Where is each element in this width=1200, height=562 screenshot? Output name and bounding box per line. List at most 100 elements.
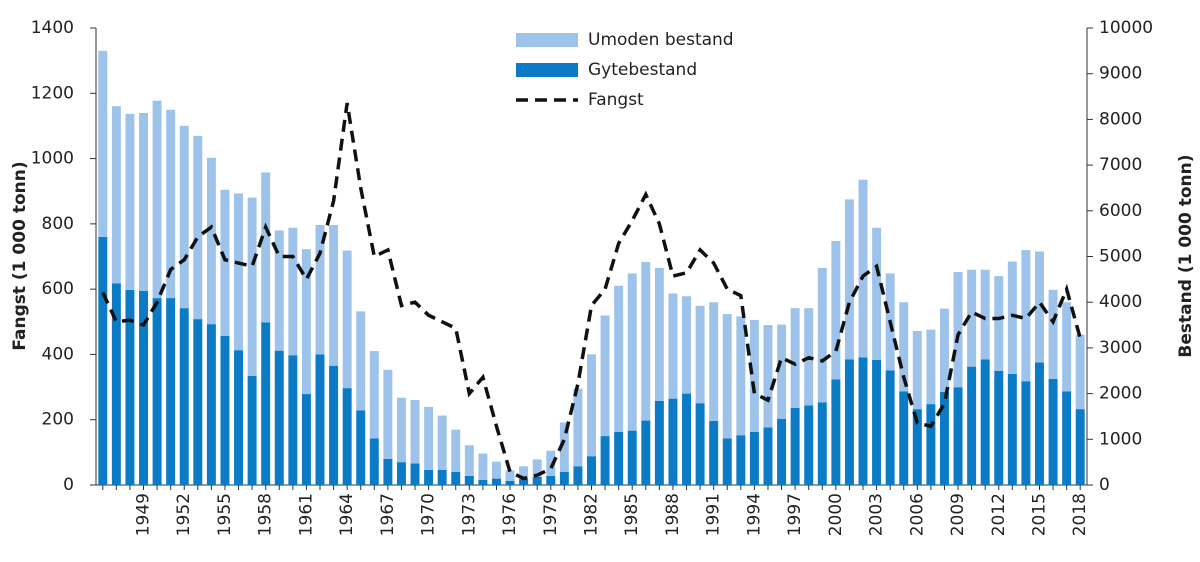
bar <box>247 375 257 485</box>
bar <box>424 406 434 470</box>
bar <box>777 324 787 419</box>
bar <box>858 357 868 485</box>
x-tick-label: 2018 <box>1070 493 1090 536</box>
bar <box>953 272 963 388</box>
bar <box>301 249 311 395</box>
bar <box>1048 378 1058 485</box>
bar <box>682 393 692 485</box>
bar <box>899 302 909 392</box>
y-tick-label: 200 <box>42 410 74 430</box>
x-tick-label: 2003 <box>867 493 887 536</box>
x-tick-label: 1964 <box>337 493 357 536</box>
bar <box>763 427 773 485</box>
y2-axis-title: Bestand (1 000 tonn) <box>1176 154 1196 357</box>
bar <box>166 298 176 485</box>
y-tick-label: 400 <box>42 344 74 364</box>
legend-swatch <box>516 33 578 47</box>
bar <box>967 366 977 485</box>
bar <box>831 240 841 380</box>
x-tick-label: 1967 <box>378 493 398 536</box>
x-tick-label: 1952 <box>174 493 194 536</box>
bar <box>899 391 909 485</box>
x-tick-label: 1970 <box>419 493 439 536</box>
bar <box>179 308 189 485</box>
bar <box>315 354 325 485</box>
bar <box>1021 250 1031 382</box>
bar <box>261 322 271 485</box>
bar <box>220 336 230 485</box>
y2-tick-label: 8000 <box>1099 109 1142 129</box>
y-tick-label: 1000 <box>31 149 74 169</box>
bar <box>682 296 692 394</box>
bar <box>152 298 162 485</box>
bar <box>1048 289 1058 379</box>
bar <box>261 172 271 323</box>
bar <box>1021 381 1031 485</box>
bar <box>736 316 746 436</box>
bar <box>668 293 678 399</box>
legend-label: Umoden bestand <box>588 30 734 50</box>
bar <box>274 230 284 351</box>
x-tick-label: 1949 <box>134 493 154 536</box>
bar <box>627 430 637 485</box>
y2-tick-label: 4000 <box>1099 292 1142 312</box>
bar <box>654 400 664 485</box>
bar <box>301 394 311 485</box>
bar <box>1062 391 1072 485</box>
x-tick-label: 2012 <box>989 493 1009 536</box>
bar <box>627 273 637 431</box>
bar <box>926 404 936 485</box>
bar <box>749 320 759 432</box>
x-tick-label: 1997 <box>785 493 805 536</box>
bar <box>478 453 488 480</box>
bar <box>573 466 583 485</box>
bar <box>274 350 284 485</box>
bar <box>288 227 298 356</box>
bar <box>451 471 461 485</box>
bar <box>912 409 922 485</box>
bar <box>396 397 406 463</box>
bar <box>206 324 216 485</box>
bar <box>193 135 203 320</box>
y2-tick-label: 0 <box>1099 475 1110 495</box>
x-tick-label: 1982 <box>582 493 602 536</box>
legend-label: Gytebestand <box>588 60 697 80</box>
bar <box>288 355 298 485</box>
bar <box>220 189 230 337</box>
bar <box>437 469 447 485</box>
y-tick-label: 600 <box>42 279 74 299</box>
bar <box>505 470 515 481</box>
bar <box>342 388 352 485</box>
bar <box>600 436 610 485</box>
bar <box>369 438 379 485</box>
bar <box>125 113 135 290</box>
bar <box>125 289 135 485</box>
bar <box>329 365 339 485</box>
bar <box>844 359 854 485</box>
bar <box>111 106 121 284</box>
bar <box>356 311 366 411</box>
bar <box>994 370 1004 485</box>
bar <box>872 227 882 360</box>
bar <box>939 308 949 392</box>
bar <box>953 387 963 485</box>
bar <box>600 315 610 437</box>
bar <box>491 478 501 485</box>
bar <box>478 479 488 485</box>
x-tick-label: 1976 <box>500 493 520 536</box>
bar <box>410 463 420 485</box>
bar <box>342 250 352 389</box>
bar <box>410 399 420 464</box>
bar <box>858 179 868 358</box>
bar <box>709 421 719 485</box>
bar <box>967 269 977 367</box>
y-tick-label: 1400 <box>31 18 74 38</box>
bar <box>464 445 474 476</box>
bar <box>587 354 596 457</box>
x-tick-label: 1979 <box>541 493 561 536</box>
bar <box>749 431 759 485</box>
bar <box>736 435 746 485</box>
bar <box>329 224 339 366</box>
bar <box>559 471 569 485</box>
